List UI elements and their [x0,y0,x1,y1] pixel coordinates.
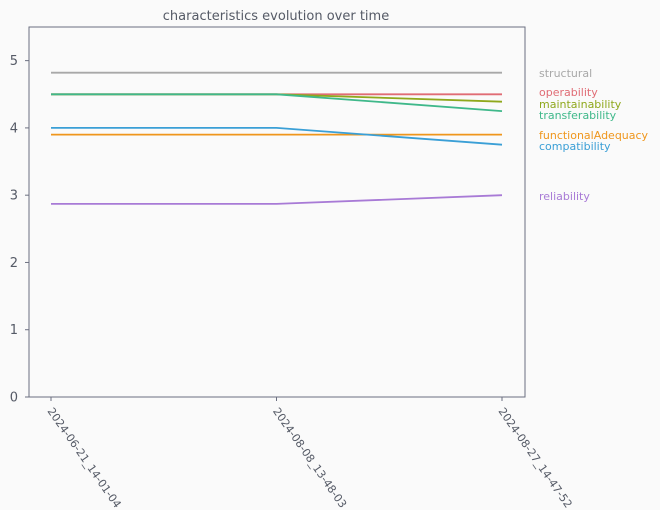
y-tick-label: 4 [10,121,18,136]
series-line-transferability [51,93,503,112]
y-tick-label: 3 [10,189,18,204]
x-tick-label: 2024-08-08_13-48-03 [270,405,349,510]
series-label-operability: operability [539,86,598,99]
series-label-reliability: reliability [539,190,590,203]
x-tick-label: 2024-06-21_14-01-04 [45,405,124,510]
plot-area [28,26,526,398]
y-axis: 0 1 2 3 4 5 [10,54,29,406]
series-line-reliability [51,194,503,205]
x-axis: 2024-06-21_14-01-04 2024-08-08_13-48-03 20… [45,397,575,510]
chart-title: characteristics evolution over time [163,9,389,24]
series-label-transferability: transferability [539,109,617,122]
y-tick-label: 5 [10,54,18,69]
series-label-structural: structural [539,67,592,80]
series-label-maintainability: maintainability [539,98,622,111]
y-tick-label: 1 [10,323,18,338]
series-label-compatibility: compatibility [539,140,611,153]
y-tick-label: 0 [10,391,18,406]
series-labels: structural operabilitymaintainabilitytran… [539,67,649,203]
series-lines [51,71,503,205]
y-tick-label: 2 [10,256,18,271]
series-line-compatibility [51,127,503,146]
series-label-functionalAdequacy: functionalAdequacy [539,129,649,142]
x-tick-label: 2024-08-27_14-47-52 [496,405,575,510]
